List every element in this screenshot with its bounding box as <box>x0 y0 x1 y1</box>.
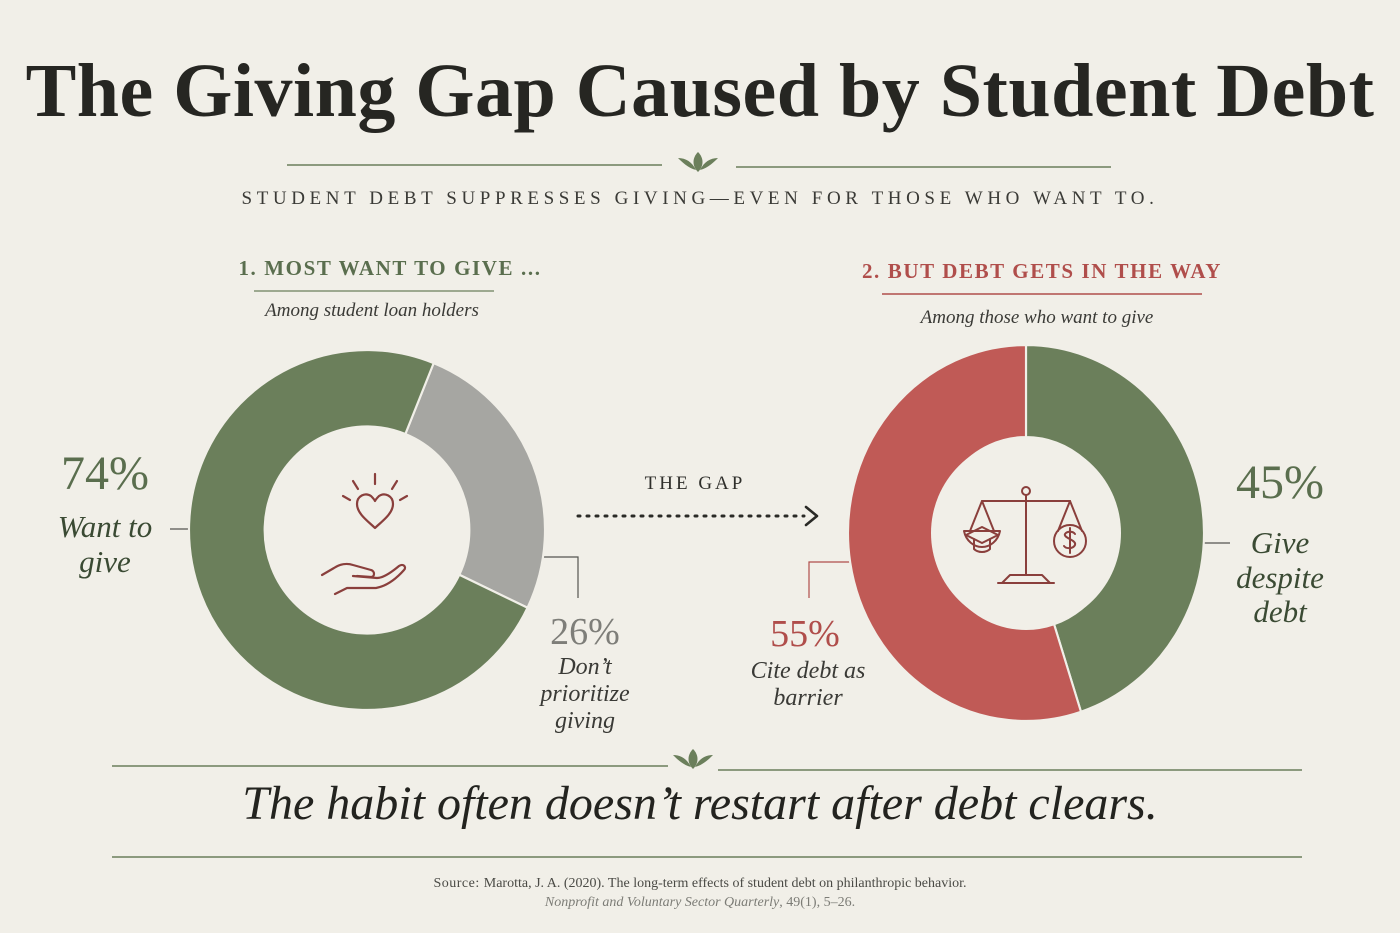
donut-slice-want-to-give <box>188 348 529 712</box>
gap-label: THE GAP <box>644 473 746 494</box>
source-label: Source: <box>433 876 480 891</box>
scale-graduation-cap-dollar-icon <box>963 486 1087 584</box>
section1-subtitle: Among student loan holders <box>265 300 479 321</box>
pct-dont-prioritize: 26% <box>550 611 620 653</box>
page-title: The Giving Gap Caused by Student Debt <box>25 49 1375 133</box>
citation-volume: , 49(1), 5–26. <box>779 895 856 910</box>
donut-slices <box>188 348 547 712</box>
heart-in-hand-icon <box>320 472 409 596</box>
leaf-ornament-icon <box>678 152 718 172</box>
citation-journal: Nonprofit and Voluntary Sector Quarterly <box>544 895 780 910</box>
donut-slice-don-t-prioritize-giving <box>403 361 547 610</box>
page-subtitle: STUDENT DEBT SUPPRESSES GIVING—EVEN FOR … <box>241 188 1159 209</box>
donut-chart-debt-barrier <box>848 345 1206 721</box>
leaf-ornament-icon <box>673 749 713 769</box>
label-dont-prioritize: Don’t prioritize giving <box>540 654 630 734</box>
tagline: The habit often doesn’t restart after de… <box>242 777 1158 830</box>
citation-line: Nonprofit and Voluntary Sector Quarterly… <box>0 895 1400 911</box>
donut-chart-want-to-give <box>188 348 547 712</box>
arrow-right-icon <box>804 505 819 527</box>
section2-title: 2. BUT DEBT GETS IN THE WAY <box>861 259 1223 283</box>
label-want-to-give: Want to give <box>57 509 153 579</box>
pct-cite-debt: 55% <box>770 613 840 655</box>
donut1-center <box>265 428 469 632</box>
source-text: Marotta, J. A. (2020). The long-term eff… <box>483 876 967 891</box>
label-cite-debt: Cite debt as barrier <box>750 658 866 711</box>
label-give-despite: Give despite debt <box>1236 525 1324 630</box>
section1-title: 1. MOST WANT TO GIVE ... <box>238 256 542 280</box>
pct-want-to-give: 74% <box>61 447 149 500</box>
section2-subtitle: Among those who want to give <box>920 307 1154 328</box>
source-line: Source: Marotta, J. A. (2020). The long-t… <box>0 876 1400 892</box>
pct-give-despite: 45% <box>1236 456 1324 509</box>
